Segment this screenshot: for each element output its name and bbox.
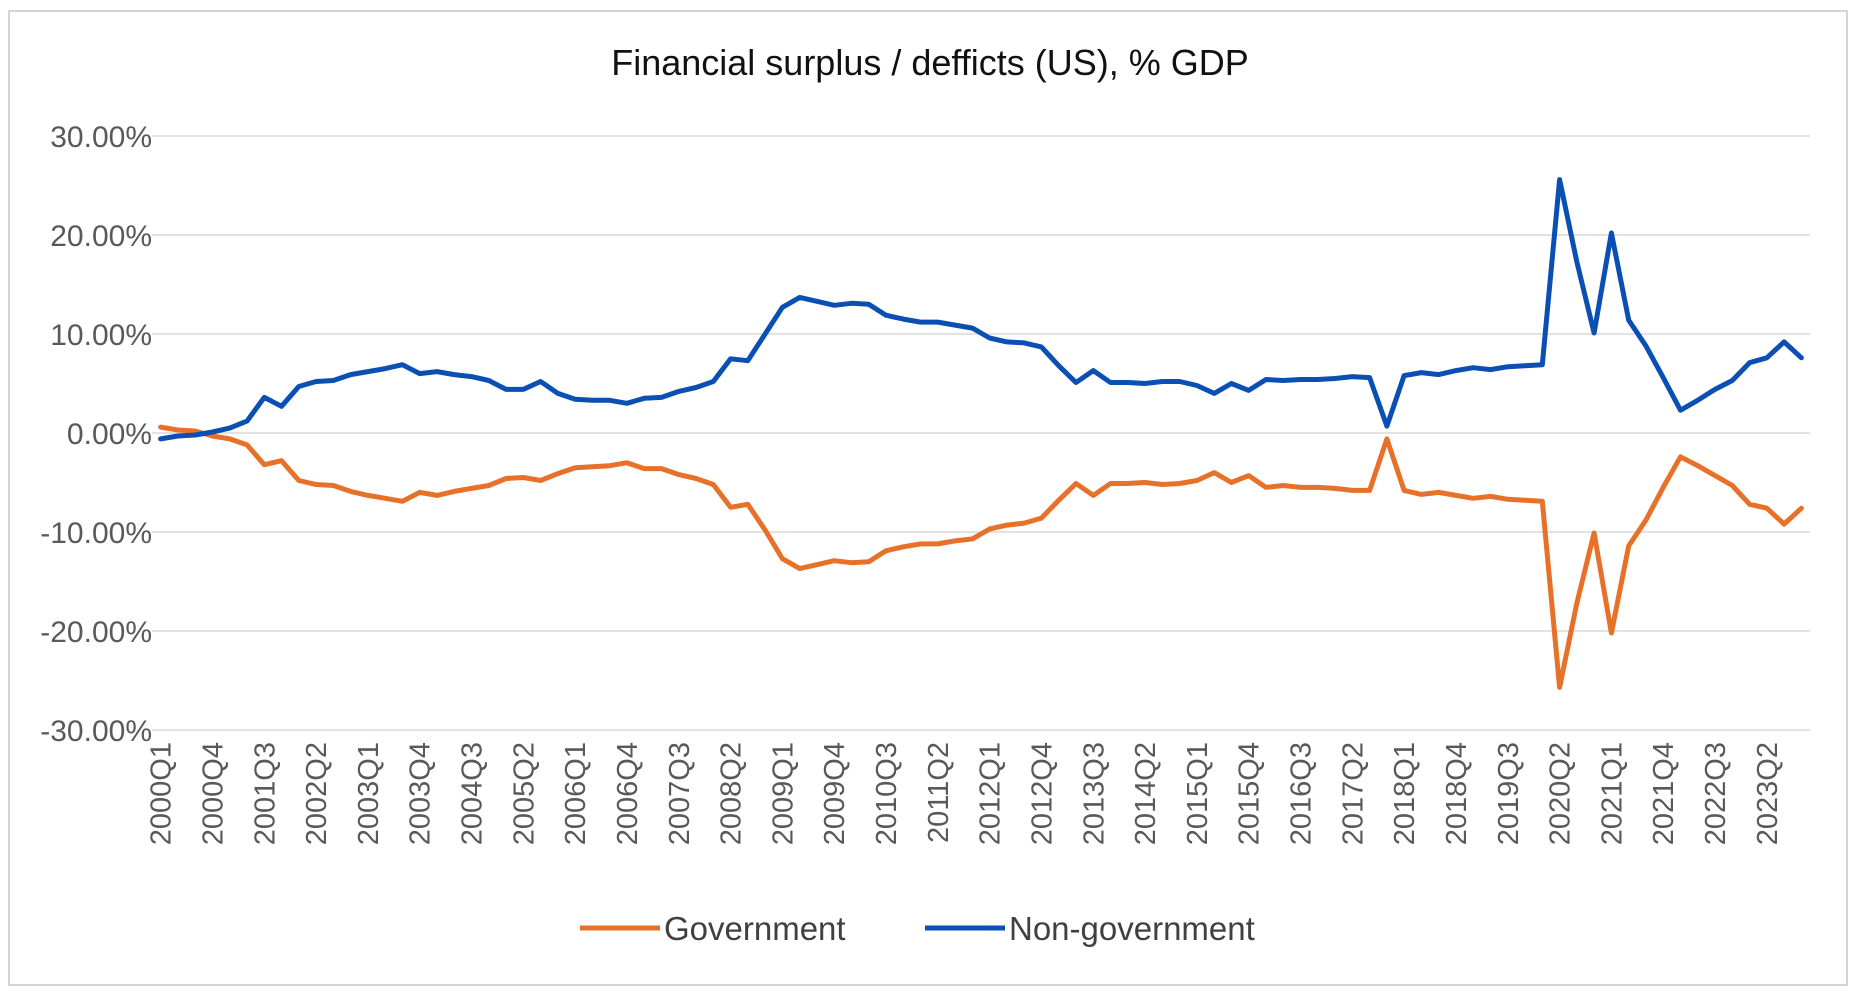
- x-tick-label: 2015Q1: [1182, 742, 1214, 845]
- series-line-government: [158, 424, 1804, 690]
- x-tick-label: 2020Q2: [1545, 742, 1577, 845]
- x-tick-label: 2021Q4: [1648, 742, 1680, 845]
- y-tick-label: 10.00%: [50, 319, 152, 352]
- x-tick-label: 2013Q3: [1078, 742, 1110, 845]
- x-tick-label: 2000Q4: [197, 742, 229, 845]
- x-tick-label: 2002Q2: [301, 742, 333, 845]
- x-tick-label: 2009Q4: [819, 742, 851, 845]
- x-tick-label: 2009Q1: [767, 742, 799, 845]
- legend-item-non-government[interactable]: Non-government: [925, 910, 1255, 947]
- x-tick-label: 2012Q4: [1026, 742, 1058, 845]
- x-tick-label: 2005Q2: [508, 742, 540, 845]
- series-lines: [158, 177, 1804, 690]
- x-axis-ticks: 2000Q1 2000Q4 2001Q3 2002Q2 2003Q1 2003Q4 2004…: [146, 742, 1784, 845]
- legend-item-government[interactable]: Government: [580, 910, 846, 947]
- x-tick-label: 2018Q4: [1441, 742, 1473, 845]
- x-tick-label: 2006Q1: [560, 742, 592, 845]
- legend: Government Non-government: [580, 910, 1255, 947]
- x-tick-label: 2004Q3: [457, 742, 489, 845]
- y-tick-label: -30.00%: [40, 715, 152, 748]
- x-tick-label: 2016Q3: [1286, 742, 1318, 845]
- y-tick-label: -20.00%: [40, 616, 152, 649]
- gridlines: [152, 135, 1810, 731]
- x-tick-label: 2008Q2: [716, 742, 748, 845]
- x-tick-label: 2023Q2: [1752, 742, 1784, 845]
- y-tick-label: -10.00%: [40, 517, 152, 550]
- y-tick-label: 20.00%: [50, 220, 152, 253]
- x-tick-label: 2003Q1: [353, 742, 385, 845]
- x-tick-label: 2014Q2: [1130, 742, 1162, 845]
- y-tick-label: 30.00%: [50, 121, 152, 154]
- chart-title: Financial surplus / defficts (US), % GDP: [611, 42, 1249, 83]
- x-tick-label: 2000Q1: [146, 742, 178, 845]
- x-tick-label: 2010Q3: [871, 742, 903, 845]
- x-tick-label: 2012Q1: [975, 742, 1007, 845]
- x-tick-label: 2018Q1: [1389, 742, 1421, 845]
- x-tick-label: 2022Q3: [1700, 742, 1732, 845]
- legend-label-non-government: Non-government: [1009, 910, 1255, 947]
- chart-frame: [8, 10, 1848, 986]
- x-tick-label: 2021Q1: [1596, 742, 1628, 845]
- y-axis-ticks: 30.00% 20.00% 10.00% 0.00% -10.00% -20.00% -30…: [40, 121, 152, 748]
- x-tick-label: 2003Q4: [405, 742, 437, 845]
- x-tick-label: 2001Q3: [249, 742, 281, 845]
- x-tick-label: 2007Q3: [664, 742, 696, 845]
- series-line-non-government: [158, 177, 1804, 442]
- legend-label-government: Government: [664, 910, 846, 947]
- x-tick-label: 2006Q4: [612, 742, 644, 845]
- x-tick-label: 2011Q2: [923, 742, 955, 843]
- y-tick-label: 0.00%: [67, 418, 152, 451]
- x-tick-label: 2015Q4: [1234, 742, 1266, 845]
- x-tick-label: 2019Q3: [1493, 742, 1525, 845]
- x-tick-label: 2017Q2: [1337, 742, 1369, 845]
